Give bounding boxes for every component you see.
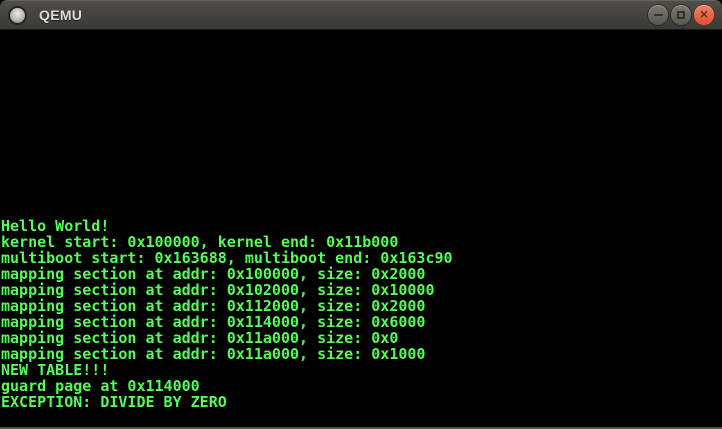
close-button[interactable]: ✕ (694, 5, 714, 25)
console-line: guard page at 0x114000 (1, 377, 200, 395)
console-line: EXCEPTION: DIVIDE BY ZERO (1, 393, 227, 411)
console-line: multiboot start: 0x163688, multiboot end… (1, 249, 453, 267)
console-line: NEW TABLE!!! (1, 361, 110, 379)
console-line: mapping section at addr: 0x102000, size:… (1, 281, 435, 299)
console-line: mapping section at addr: 0x11a000, size:… (1, 329, 399, 347)
window-bottom-edge (0, 427, 722, 429)
close-icon: ✕ (698, 7, 710, 22)
minimize-button[interactable] (648, 5, 668, 25)
console-line: mapping section at addr: 0x114000, size:… (1, 313, 426, 331)
window-title: QEMU (39, 7, 83, 23)
console-output: Hello World! kernel start: 0x100000, ker… (1, 218, 453, 410)
window-controls: ✕ (648, 5, 714, 25)
maximize-icon (677, 11, 685, 19)
minimize-icon (653, 14, 663, 16)
maximize-button[interactable] (671, 5, 691, 25)
qemu-window-icon (10, 7, 25, 23)
console-line: Hello World! (1, 217, 110, 235)
console-line: mapping section at addr: 0x11a000, size:… (1, 345, 426, 363)
console-line: kernel start: 0x100000, kernel end: 0x11… (1, 233, 399, 251)
console-line: mapping section at addr: 0x112000, size:… (1, 297, 426, 315)
console-line: mapping section at addr: 0x100000, size:… (1, 265, 426, 283)
window-titlebar[interactable]: QEMU ✕ (0, 0, 722, 30)
vga-console-screen[interactable]: Hello World! kernel start: 0x100000, ker… (0, 30, 722, 429)
